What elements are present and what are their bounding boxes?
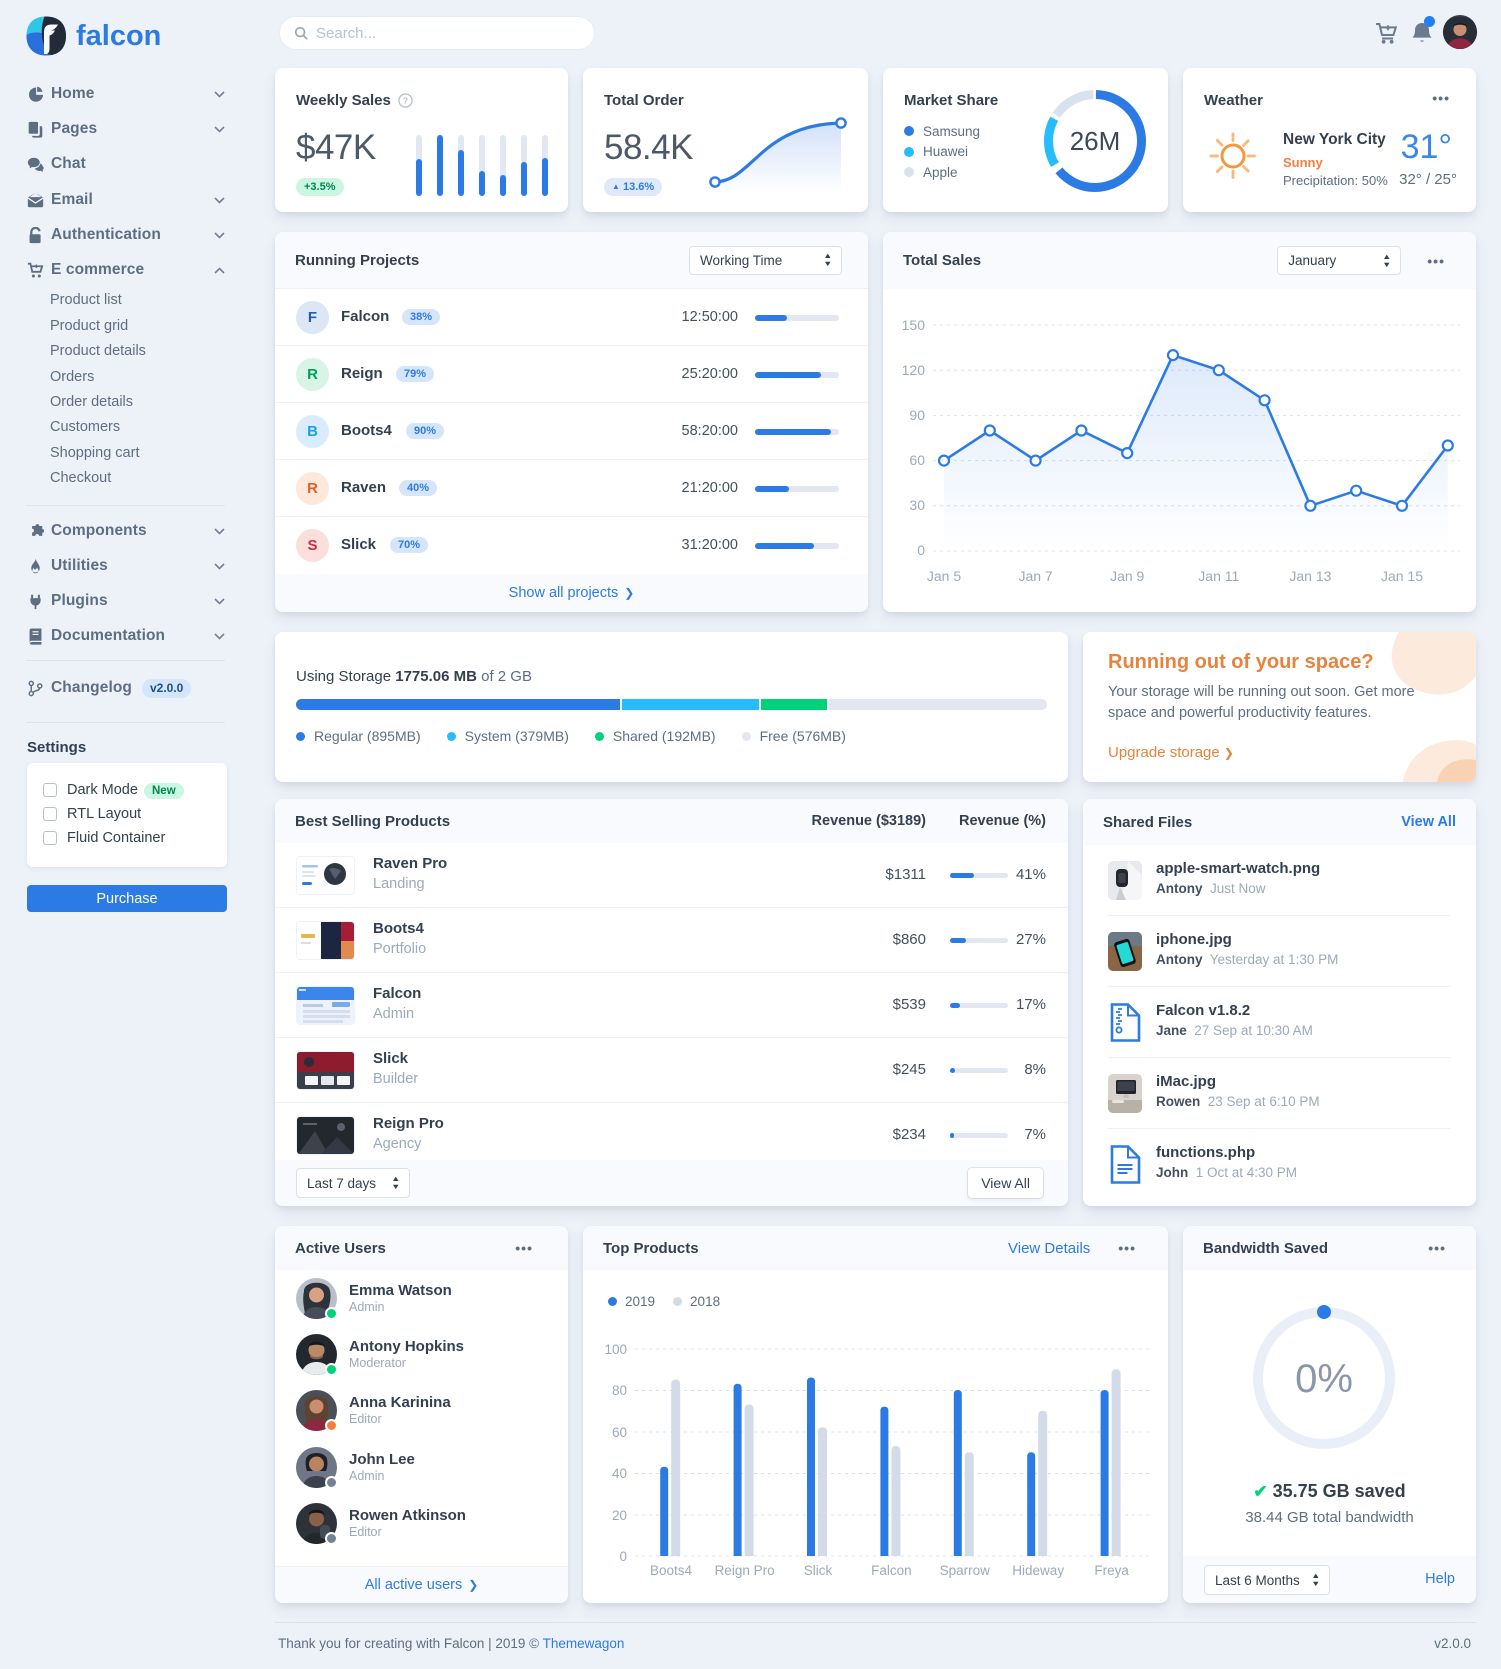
svg-text:26M: 26M — [1070, 126, 1121, 156]
svg-text:Slick: Slick — [804, 1563, 833, 1578]
svg-text:Freya: Freya — [1094, 1563, 1129, 1578]
svg-text:80: 80 — [612, 1383, 627, 1398]
svg-text:?: ? — [403, 96, 408, 106]
svg-text:Jan 15: Jan 15 — [1381, 568, 1423, 584]
svg-text:Hideway: Hideway — [1012, 1563, 1064, 1578]
svg-text:Sparrow: Sparrow — [940, 1563, 991, 1578]
svg-text:0: 0 — [917, 542, 925, 558]
svg-text:0%: 0% — [1295, 1357, 1353, 1401]
svg-text:120: 120 — [902, 362, 926, 378]
svg-text:Jan 11: Jan 11 — [1198, 568, 1239, 584]
svg-text:Jan 9: Jan 9 — [1110, 568, 1144, 584]
svg-text:60: 60 — [909, 452, 925, 468]
svg-text:0: 0 — [619, 1549, 627, 1564]
svg-text:Falcon: Falcon — [871, 1563, 912, 1578]
svg-text:40: 40 — [612, 1466, 627, 1481]
svg-text:150: 150 — [902, 317, 926, 333]
svg-text:20: 20 — [612, 1508, 627, 1523]
svg-text:Jan 5: Jan 5 — [927, 568, 961, 584]
svg-text:30: 30 — [909, 497, 925, 513]
svg-text:Jan 13: Jan 13 — [1289, 568, 1331, 584]
svg-text:Boots4: Boots4 — [650, 1563, 693, 1578]
svg-text:Reign Pro: Reign Pro — [715, 1563, 775, 1578]
svg-text:60: 60 — [612, 1425, 627, 1440]
svg-text:100: 100 — [604, 1342, 627, 1357]
svg-text:Jan 7: Jan 7 — [1018, 568, 1052, 584]
svg-text:90: 90 — [909, 407, 925, 423]
